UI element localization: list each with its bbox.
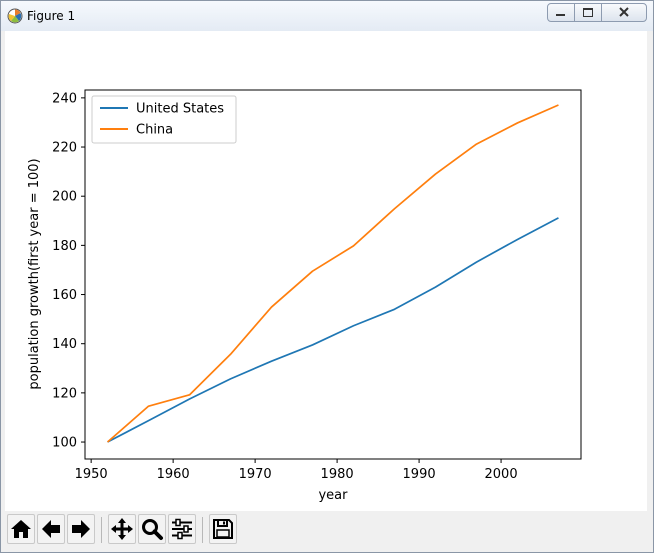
x-tick-label: 1960 — [157, 467, 190, 482]
y-tick-label: 200 — [52, 190, 77, 205]
figure-canvas[interactable]: 1950 1960 1970 1980 1990 2000 100 120 140 160 180… — [5, 31, 647, 511]
minimize-icon — [556, 14, 565, 16]
line-chart: 1950 1960 1970 1980 1990 2000 100 120 140 160 180… — [27, 89, 582, 503]
y-tick-label: 120 — [52, 386, 77, 401]
minimize-button[interactable] — [547, 3, 575, 22]
close-icon — [619, 7, 629, 17]
legend-label-united-states: United States — [136, 102, 224, 117]
configure-subplots-button[interactable] — [168, 514, 196, 544]
y-tick-label: 220 — [52, 141, 77, 156]
toolbar-separator — [101, 517, 102, 543]
series-line-united-states — [107, 217, 559, 443]
save-button[interactable] — [209, 514, 237, 544]
x-tick-label: 1990 — [403, 467, 436, 482]
x-axis-label: year — [318, 488, 348, 503]
series-line-china — [106, 104, 559, 443]
sliders-icon — [172, 518, 192, 540]
plot-area — [84, 89, 582, 460]
matplotlib-logo-icon — [7, 8, 23, 24]
arrow-left-icon — [42, 520, 60, 538]
magnifier-icon — [142, 519, 163, 540]
move-icon — [111, 518, 133, 540]
close-button[interactable] — [601, 3, 647, 22]
y-tick-label: 180 — [52, 239, 77, 254]
x-tick-label: 1950 — [75, 467, 108, 482]
navigation-toolbar — [5, 511, 647, 551]
legend-label-china: China — [136, 123, 173, 138]
back-button[interactable] — [37, 514, 65, 544]
pan-button[interactable] — [108, 514, 136, 544]
zoom-button[interactable] — [138, 514, 166, 544]
toolbar-separator — [202, 517, 203, 543]
window-title: Figure 1 — [27, 9, 76, 23]
title-bar: Figure 1 — [1, 1, 653, 31]
forward-button[interactable] — [67, 514, 95, 544]
y-tick-label: 140 — [52, 337, 77, 352]
x-tick-label: 1980 — [321, 467, 354, 482]
floppy-disk-icon — [213, 519, 233, 539]
maximize-icon — [583, 8, 593, 17]
legend: United States China — [91, 95, 237, 144]
maximize-button[interactable] — [574, 3, 602, 22]
y-tick-label: 240 — [52, 91, 77, 106]
y-tick-label: 160 — [52, 288, 77, 303]
x-tick-label: 1970 — [239, 467, 272, 482]
home-icon — [11, 520, 31, 538]
x-tick-label: 2000 — [485, 467, 518, 482]
home-button[interactable] — [7, 514, 35, 544]
arrow-right-icon — [72, 520, 90, 538]
y-axis-label: population growth(first year = 100) — [27, 158, 42, 389]
y-tick-label: 100 — [52, 436, 77, 451]
